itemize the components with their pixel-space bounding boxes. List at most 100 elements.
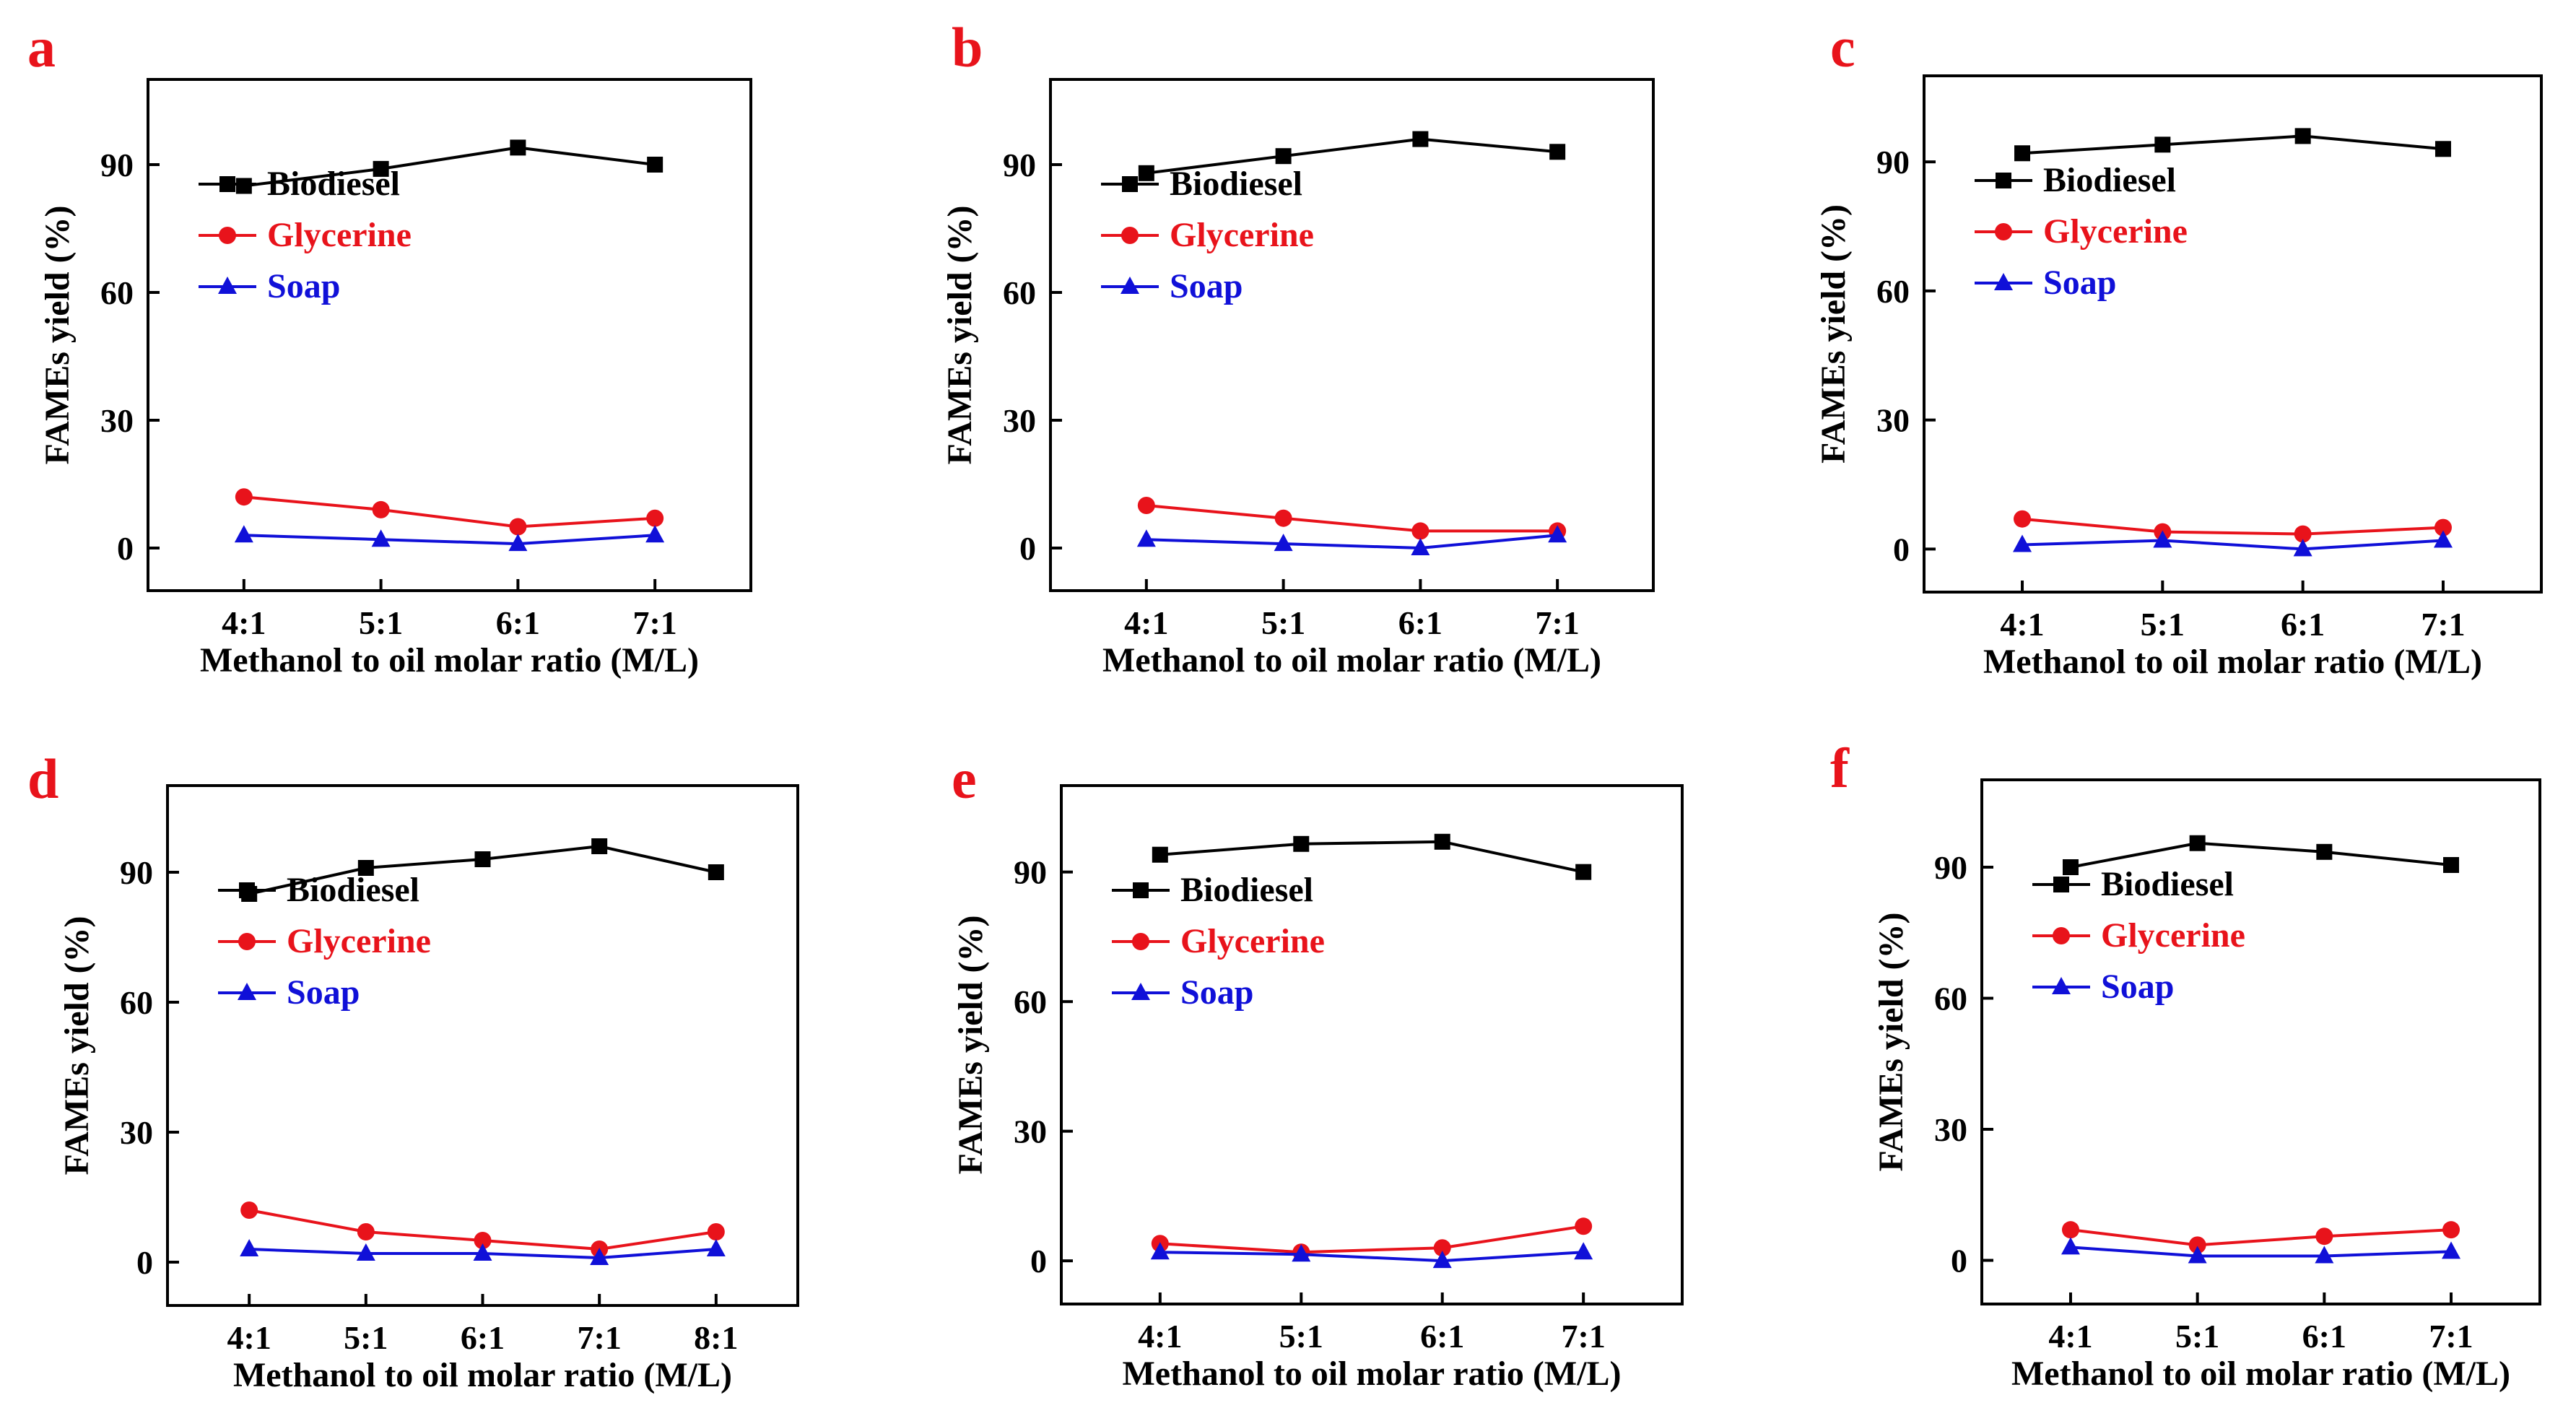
y-tick-label: 90 (1003, 147, 1036, 183)
y-tick-label: 90 (1014, 854, 1047, 891)
data-point-biodiesel (235, 178, 252, 194)
data-point-soap (2433, 530, 2453, 548)
panel-letter: c (1830, 16, 1855, 79)
data-point-biodiesel (357, 860, 374, 876)
data-point-biodiesel (2189, 835, 2206, 851)
legend-item-glycerine: Glycerine (199, 216, 412, 254)
y-tick-label: 30 (1934, 1111, 1967, 1148)
x-tick-label: 6:1 (1420, 1318, 1464, 1355)
x-axis-label: Methanol to oil molar ratio (M/L) (233, 1356, 732, 1394)
series-line-biodiesel (2022, 134, 2444, 155)
data-point-soap (2013, 534, 2032, 552)
data-point-biodiesel (2294, 128, 2311, 144)
plot-frame (147, 78, 752, 592)
data-point-soap (2293, 539, 2312, 557)
x-tick-label: 6:1 (496, 604, 540, 641)
legend-item-soap: Soap (1101, 267, 1243, 305)
y-tick-label: 60 (1876, 273, 1910, 310)
data-point-glycerine (1575, 1217, 1593, 1235)
legend-item-soap: Soap (199, 267, 340, 305)
legend-item-biodiesel: Biodiesel (1112, 871, 1313, 909)
legend-marker-biodiesel (1996, 173, 2011, 188)
series-line-soap (1146, 534, 1558, 550)
series-line-glycerine (1159, 1225, 1584, 1254)
legend-label-biodiesel: Biodiesel (2043, 161, 2176, 199)
legend-item-biodiesel: Biodiesel (2032, 865, 2234, 903)
data-point-soap (2188, 1246, 2207, 1264)
data-point-glycerine (1274, 509, 1292, 527)
y-tick-label: 30 (1014, 1113, 1047, 1150)
y-axis-label: FAMEs yield (%) (941, 205, 979, 464)
data-point-biodiesel (591, 838, 608, 854)
y-tick-label: 90 (1876, 144, 1910, 181)
legend-item-soap: Soap (1112, 973, 1253, 1012)
legend-marker-glycerine (1132, 933, 1149, 950)
x-tick-label: 4:1 (1124, 604, 1168, 641)
y-tick-label: 90 (1934, 849, 1967, 886)
y-tick-label: 0 (136, 1244, 153, 1281)
data-point-biodiesel (2316, 843, 2333, 860)
data-point-glycerine (1411, 522, 1430, 540)
legend-marker-biodiesel (1122, 176, 1138, 192)
x-tick-label: 7:1 (578, 1319, 622, 1356)
data-point-glycerine (2061, 1221, 2079, 1239)
data-point-soap (371, 529, 391, 547)
series-line-glycerine (2070, 1228, 2452, 1247)
legend-label-biodiesel: Biodiesel (287, 871, 419, 909)
legend-item-biodiesel: Biodiesel (199, 165, 400, 203)
legend-marker-glycerine (2053, 927, 2070, 944)
data-point-glycerine (357, 1223, 375, 1240)
data-point-soap (508, 534, 528, 552)
data-point-biodiesel (1549, 144, 1566, 160)
legend-marker-biodiesel (239, 882, 255, 898)
legend-marker-biodiesel (1133, 882, 1149, 898)
x-tick-label: 7:1 (2421, 606, 2465, 643)
x-tick-label: 5:1 (1261, 604, 1305, 641)
legend-item-biodiesel: Biodiesel (1101, 165, 1302, 203)
legend-item-glycerine: Glycerine (218, 922, 431, 960)
y-axis-label: FAMEs yield (%) (952, 915, 990, 1174)
x-tick-label: 5:1 (344, 1319, 388, 1356)
legend-item-glycerine: Glycerine (2032, 916, 2245, 955)
y-tick-label: 60 (1014, 983, 1047, 1020)
data-point-soap (2442, 1241, 2461, 1259)
legend-item-biodiesel: Biodiesel (1975, 161, 2176, 199)
legend-label-biodiesel: Biodiesel (2101, 865, 2234, 903)
legend-label-soap: Soap (1180, 973, 1253, 1012)
data-point-glycerine (2442, 1221, 2460, 1239)
x-tick-label: 7:1 (2429, 1318, 2473, 1355)
series-line-soap (243, 534, 656, 546)
data-point-glycerine (2315, 1227, 2333, 1246)
x-axis-label: Methanol to oil molar ratio (M/L) (1983, 643, 2482, 681)
y-axis-label: FAMEs yield (%) (38, 205, 77, 464)
x-tick-label: 5:1 (359, 604, 403, 641)
plot-frame (1060, 784, 1684, 1305)
data-point-soap (1574, 1242, 1593, 1260)
data-point-glycerine (1433, 1239, 1451, 1257)
data-point-biodiesel (1275, 148, 1292, 165)
panel-letter: e (952, 747, 977, 810)
data-point-soap (1548, 525, 1567, 543)
panel-letter: f (1830, 736, 1850, 799)
data-point-glycerine (2188, 1236, 2206, 1254)
y-tick-label: 60 (1003, 274, 1036, 311)
data-point-biodiesel (708, 864, 724, 880)
legend-item-glycerine: Glycerine (1975, 212, 2188, 251)
data-point-biodiesel (2154, 136, 2171, 153)
y-tick-label: 30 (100, 402, 134, 439)
data-point-glycerine (509, 518, 527, 536)
x-tick-label: 7:1 (632, 604, 676, 641)
data-point-biodiesel (2443, 856, 2460, 873)
series-line-glycerine (2022, 517, 2444, 536)
x-tick-label: 6:1 (1398, 604, 1443, 641)
y-tick-label: 30 (120, 1114, 153, 1151)
data-point-biodiesel (373, 160, 389, 177)
y-axis-label: FAMEs yield (%) (1814, 204, 1853, 464)
series-line-glycerine (243, 495, 656, 529)
legend-item-soap: Soap (1975, 264, 2116, 302)
data-point-soap (1292, 1244, 1311, 1262)
